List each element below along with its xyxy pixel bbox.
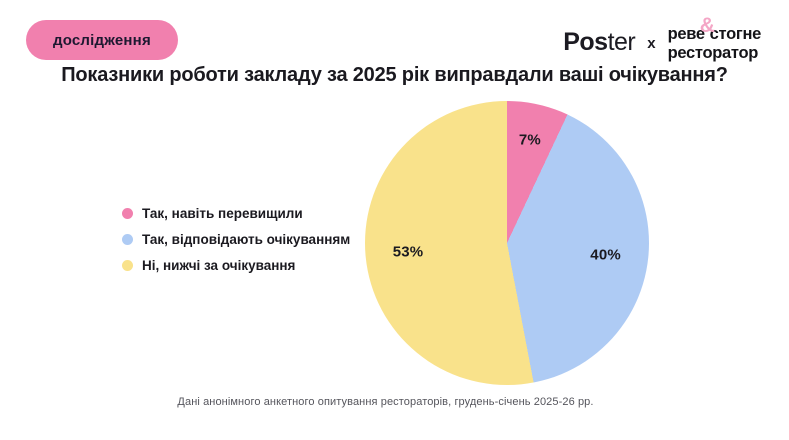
poster-logo-bold: Pos	[563, 27, 608, 56]
legend-item: Так, відповідають очікуванням	[122, 232, 350, 247]
pie-slice-label: 7%	[518, 131, 541, 149]
legend-item-label: Так, відповідають очікуванням	[142, 232, 351, 247]
chart-title: Показники роботи закладу за 2025 рік вип…	[61, 64, 728, 86]
pie-slice-label: 53%	[392, 243, 424, 261]
legend-dot-icon	[122, 208, 133, 219]
research-badge: дослідження	[26, 20, 178, 60]
legend: Так, навіть перевищили Так, відповідають …	[122, 206, 350, 284]
poster-logo-light: ter	[607, 27, 636, 56]
partner-logo-line2: ресторатор	[667, 43, 759, 62]
partner-logo-ampersand-icon: &	[699, 14, 715, 37]
partner-logo: реве&стогне ресторатор	[667, 14, 762, 62]
legend-dot-icon	[122, 260, 133, 271]
legend-item-label: Ні, нижчі за очікування	[142, 258, 296, 273]
partner-logo-word2: стогне	[709, 25, 762, 43]
legend-item-label: Так, навіть перевищили	[142, 206, 303, 221]
pie-chart: 7% 40% 53%	[365, 101, 649, 385]
legend-item: Ні, нижчі за очікування	[122, 258, 350, 273]
logo-separator: x	[647, 34, 656, 52]
poster-logo: Poster	[563, 27, 636, 57]
header-logos: Poster x реве&стогне ресторатор	[563, 14, 762, 62]
footer-note: Дані анонімного анкетного опитування рес…	[177, 396, 594, 408]
pie-slice-label: 40%	[590, 246, 621, 264]
legend-dot-icon	[122, 234, 133, 245]
legend-item: Так, навіть перевищили	[122, 206, 350, 221]
research-badge-label: дослідження	[53, 31, 151, 49]
partner-logo-word1: реве	[667, 25, 705, 43]
